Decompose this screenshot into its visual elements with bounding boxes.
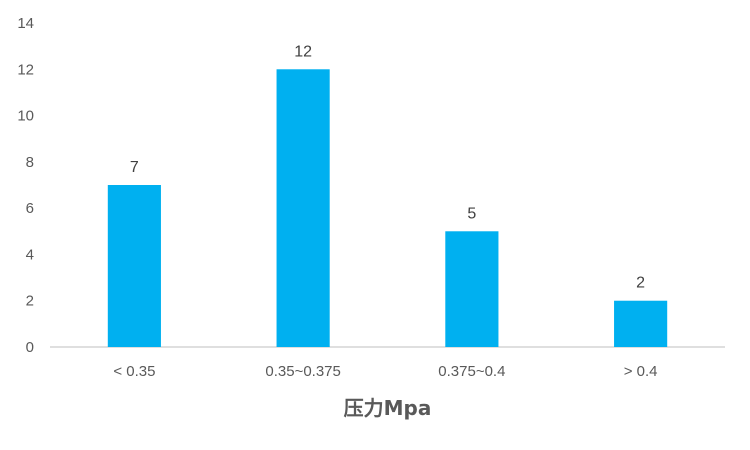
x-tick-label: 0.35~0.375: [265, 363, 341, 380]
data-labels-group: 7 12 5 2: [130, 43, 645, 291]
x-tick-label: < 0.35: [113, 363, 155, 380]
y-axis-ticks: 0 2 4 6 8 10 12 14: [17, 15, 34, 356]
data-label: 2: [636, 275, 645, 292]
data-label: 5: [467, 205, 476, 222]
bars-group: [107, 69, 668, 348]
x-tick-label: 0.375~0.4: [438, 363, 505, 380]
bar: [276, 69, 330, 348]
data-label: 12: [294, 43, 312, 60]
bar: [445, 231, 499, 347]
y-tick-label: 10: [17, 108, 34, 125]
x-tick-label: > 0.4: [624, 363, 658, 380]
y-tick-label: 14: [17, 15, 34, 32]
y-tick-label: 4: [26, 246, 34, 263]
y-tick-label: 8: [26, 154, 34, 171]
y-tick-label: 0: [26, 339, 34, 356]
data-label: 7: [130, 159, 139, 176]
y-tick-label: 6: [26, 200, 34, 217]
bar: [107, 185, 161, 347]
bar: [614, 300, 668, 347]
x-axis-title: 压力Mpa: [344, 396, 432, 420]
y-tick-label: 12: [17, 61, 34, 78]
x-axis-ticks: < 0.35 0.35~0.375 0.375~0.4 > 0.4: [113, 363, 657, 380]
y-tick-label: 2: [26, 293, 34, 310]
